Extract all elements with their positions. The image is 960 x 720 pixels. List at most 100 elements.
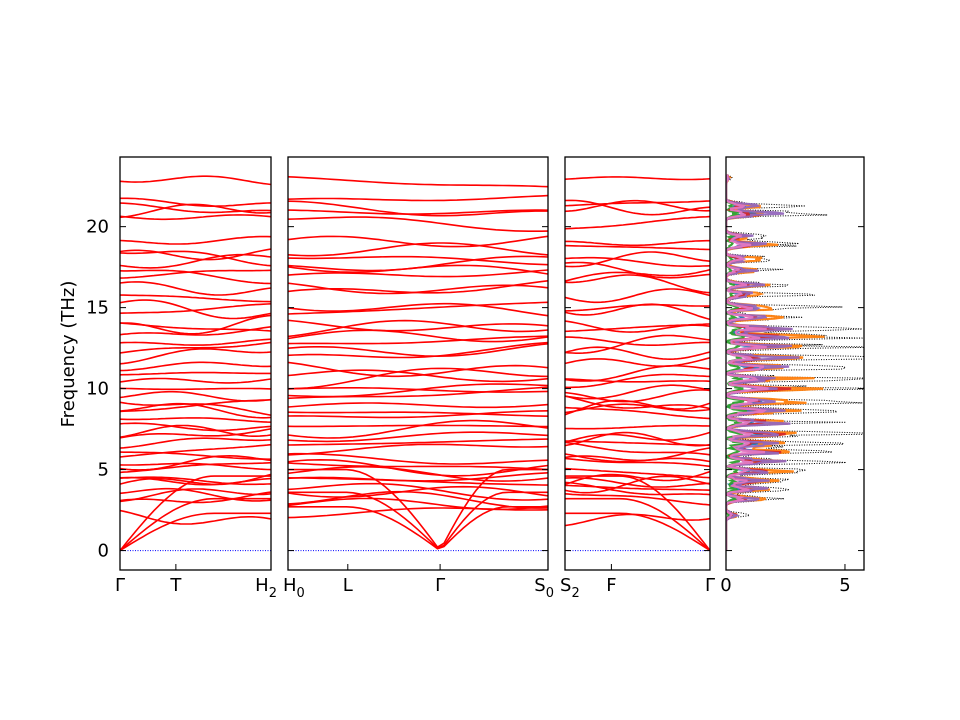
- x-tick-label: H2: [255, 575, 277, 601]
- band-line: [565, 399, 710, 416]
- band-line: [120, 348, 271, 365]
- band-line: [288, 452, 548, 465]
- band-line: [120, 197, 271, 207]
- band-line: [120, 235, 271, 245]
- band-line: [288, 462, 548, 471]
- band-line: [288, 477, 548, 486]
- band-line: [288, 411, 548, 417]
- band-line: [120, 377, 271, 384]
- band-line: [120, 443, 271, 458]
- band-line: [288, 402, 548, 409]
- band-line: [288, 235, 548, 248]
- band-line: [120, 487, 271, 502]
- band-line: [565, 288, 710, 304]
- band-line: [288, 431, 548, 443]
- band-line: [288, 490, 548, 509]
- band-line: [565, 303, 710, 312]
- band-line: [565, 497, 710, 552]
- band-line: [120, 326, 271, 336]
- band-line: [288, 280, 548, 294]
- band-line: [120, 512, 271, 552]
- band-line: [288, 386, 548, 393]
- band-line: [565, 323, 710, 333]
- y-tick-label: 20: [86, 217, 109, 238]
- band-line: [120, 294, 271, 303]
- x-tick-label: Γ: [435, 575, 445, 596]
- band-line: [565, 215, 710, 230]
- band-line: [120, 303, 271, 314]
- x-tick-label: Γ: [115, 575, 125, 596]
- band-line: [120, 269, 271, 279]
- band-line: [288, 335, 548, 345]
- band-line: [288, 361, 548, 378]
- band-line: [120, 497, 271, 552]
- y-tick-label: 15: [86, 298, 109, 319]
- band-line: [120, 203, 271, 219]
- band-line: [288, 482, 548, 501]
- band-line: [288, 282, 548, 295]
- panel-frame: [564, 156, 711, 571]
- band-line: [565, 373, 710, 389]
- dos-projected-line: [726, 174, 800, 551]
- band-lines: [565, 176, 710, 552]
- band-line: [565, 244, 710, 251]
- band-line: [565, 251, 710, 268]
- dos-lines: [726, 174, 864, 551]
- band-line: [288, 505, 548, 550]
- band-line: [565, 268, 710, 282]
- band-line: [120, 509, 271, 525]
- band-line: [565, 431, 710, 444]
- band-line: [288, 472, 548, 482]
- band-line: [565, 513, 710, 527]
- band-line: [565, 334, 710, 355]
- band-line: [565, 493, 710, 506]
- band-line: [120, 451, 271, 461]
- x-tick-label: H0: [283, 575, 305, 601]
- band-line: [288, 438, 548, 446]
- band-line: [565, 481, 710, 496]
- band-line: [288, 301, 548, 315]
- band-line: [120, 281, 271, 296]
- band-lines: [288, 176, 548, 552]
- band-line: [288, 367, 548, 390]
- band-line: [565, 176, 710, 181]
- band-line: [288, 194, 548, 202]
- band-line: [565, 484, 710, 491]
- band-line: [565, 364, 710, 382]
- band-line: [565, 389, 710, 403]
- band-line: [120, 202, 271, 214]
- band-line: [565, 256, 710, 268]
- band-line: [565, 447, 710, 462]
- band-line: [120, 387, 271, 391]
- band-line: [565, 199, 710, 216]
- band-line: [565, 476, 710, 488]
- band-line: [120, 269, 271, 285]
- panel-frame: [725, 156, 865, 571]
- band-line: [288, 302, 548, 317]
- band-line: [288, 468, 548, 549]
- x-tick-label: T: [169, 575, 182, 596]
- band-line: [288, 465, 548, 482]
- x-tick-label: S0: [534, 575, 554, 601]
- band-line: [288, 341, 548, 359]
- band-line: [288, 269, 548, 278]
- band-lines: [120, 175, 271, 552]
- y-tick-label: 5: [98, 460, 109, 481]
- band-line: [565, 403, 710, 414]
- band-line: [288, 264, 548, 275]
- band-line: [120, 371, 271, 376]
- band-line: [565, 239, 710, 247]
- band-line: [288, 343, 548, 358]
- band-line: [565, 457, 710, 468]
- band-line: [120, 401, 271, 416]
- band-line: [565, 431, 710, 447]
- band-line: [565, 357, 710, 368]
- band-line: [565, 199, 710, 213]
- band-line: [120, 402, 271, 419]
- band-line: [565, 470, 710, 486]
- x-tick-label: 5: [839, 575, 850, 596]
- band-line: [565, 384, 710, 400]
- band-line: [120, 422, 271, 432]
